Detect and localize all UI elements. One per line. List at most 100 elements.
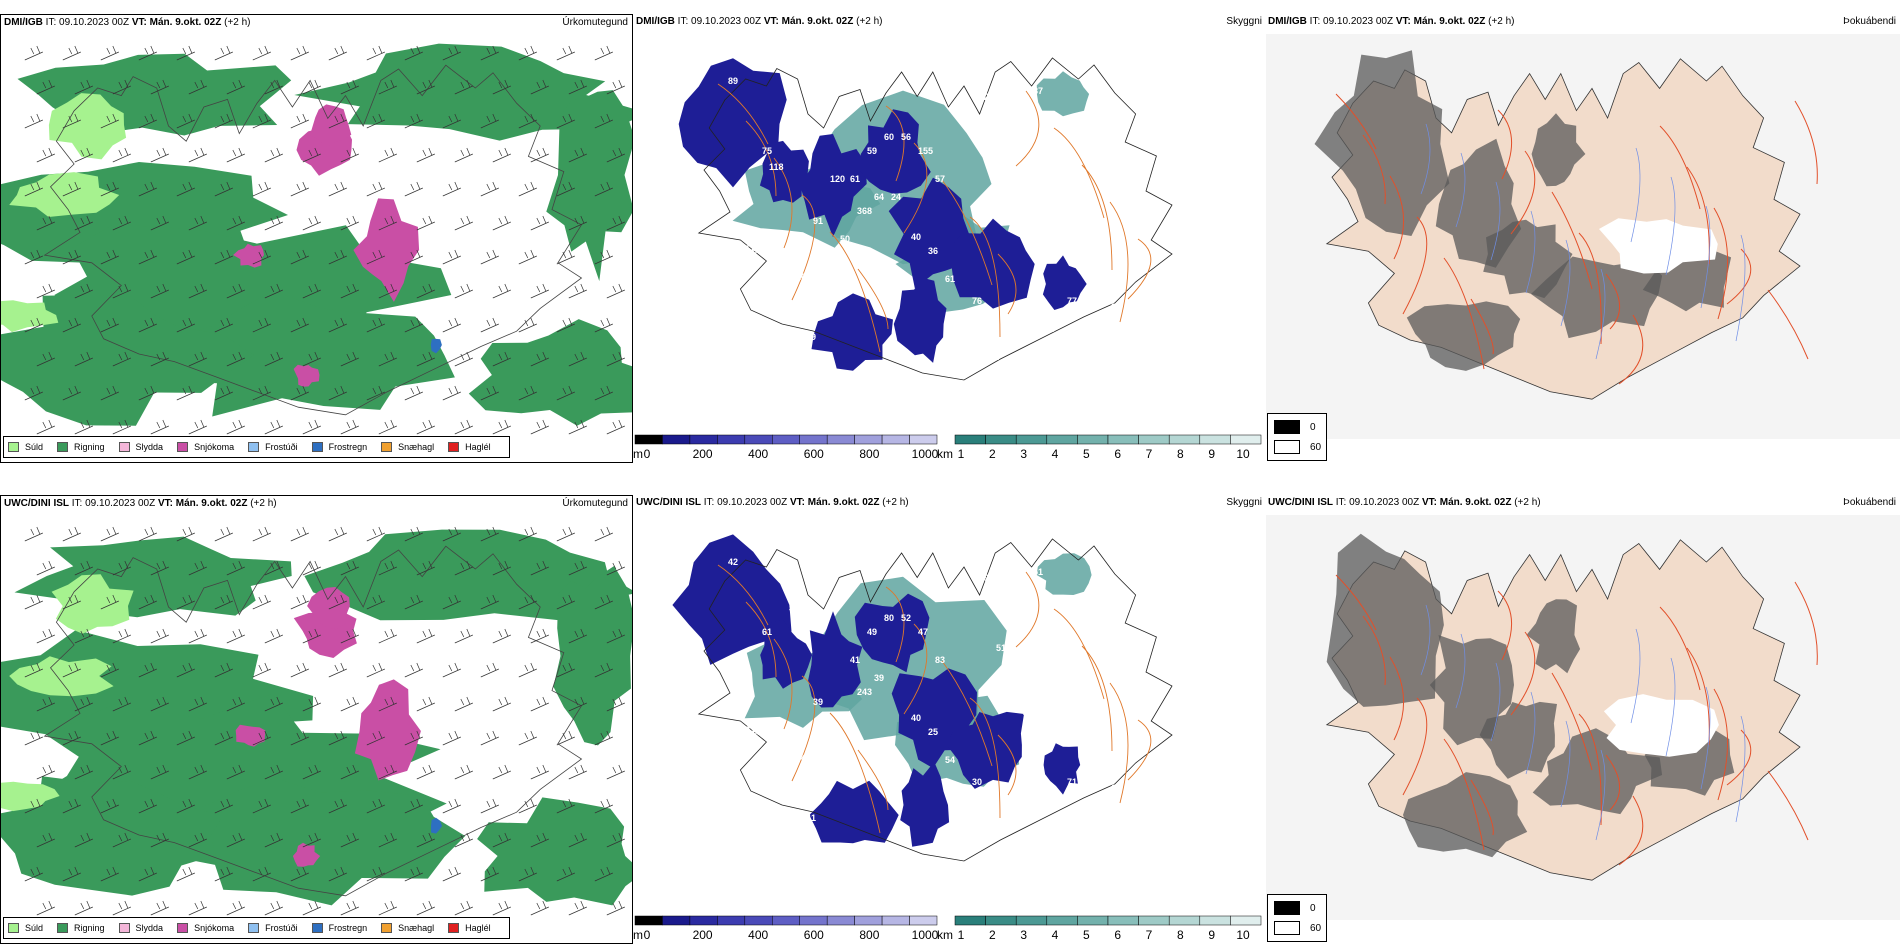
colorbar-tick: 3 (1020, 447, 1027, 461)
legend-item: Haglél (448, 923, 491, 933)
cloud-base-label: 47 (918, 627, 928, 637)
rain-area (140, 290, 455, 417)
colorbar-bin (1046, 434, 1078, 445)
colorbar-bin (772, 434, 800, 445)
cloud-base-label: 12 (1118, 156, 1128, 166)
cloud-base-label: 52 (901, 613, 911, 623)
panel-title: Skyggni (1226, 497, 1262, 508)
colorbar-tick: 10 (1236, 447, 1250, 461)
cloud-base-label: 134 (1084, 142, 1099, 152)
cloud-base-label: 59 (867, 146, 877, 156)
colorbar-tick: 1000 (912, 447, 939, 461)
fog-legend-label: 60 (1310, 441, 1322, 453)
cloud-low-area (672, 534, 792, 665)
cloud-base-label: 81 (989, 352, 999, 362)
cloud-base-label: 65 (1023, 226, 1033, 236)
legend-swatch (311, 442, 323, 452)
panel-title: Þokuábendi (1843, 497, 1896, 508)
legend-item: Frostregn (311, 442, 368, 452)
cloud-base-label: 54 (945, 755, 955, 765)
cloud-base-label: 76 (972, 296, 982, 306)
colorbar-bin (1107, 915, 1139, 926)
cloud-low-area (678, 58, 787, 188)
rivers (1420, 123, 1746, 360)
legend-item: Frostúði (248, 923, 298, 933)
cloud-base-label: 44 (962, 316, 972, 326)
colorbar-tick: 200 (693, 928, 713, 942)
fog-area (1531, 113, 1586, 187)
cloud-base-label: 69 (1111, 783, 1121, 793)
cloud-base-label: 41 (1118, 637, 1128, 647)
precip-type-panel-top: DMI/IGB IT: 09.10.2023 00Z VT: Mán. 9.ok… (0, 14, 633, 463)
legend-swatch (57, 923, 69, 933)
colorbar-bin (799, 434, 828, 445)
legend-label: Haglél (465, 923, 491, 933)
legend-item: Frostregn (311, 923, 368, 933)
colorbar-tick: 8 (1177, 447, 1184, 461)
fog-indicator-panel-top: DMI/IGB IT: 09.10.2023 00Z VT: Mán. 9.ok… (1266, 14, 1900, 463)
glacier-area (1599, 218, 1718, 274)
coastline (697, 538, 1173, 862)
cloud-base-label: 80 (884, 613, 894, 623)
snow-area (235, 724, 266, 747)
cloud-base-label: 61 (850, 174, 860, 184)
colorbar-tick: 800 (859, 928, 879, 942)
precip-legend: Súld Rigning Slydda Snjókoma Frostúði Frostre… (3, 917, 510, 939)
colorbar-bin (854, 915, 883, 926)
cloud-low-area (859, 109, 931, 194)
colorbar-tick: 2 (989, 928, 996, 942)
cloud-base-label: 54 (789, 122, 799, 132)
legend-item: Snæhagl (381, 442, 434, 452)
colorbar-tick: 400 (748, 928, 768, 942)
cloud-map: 4236414030515733414925403869614580544971… (672, 534, 1173, 862)
drizzle-area (9, 656, 114, 697)
colorbar-tick: 600 (804, 928, 824, 942)
cloud-base-label: 222 (979, 92, 994, 102)
roads (1335, 574, 1818, 866)
legend-swatch (57, 442, 69, 452)
drizzle-area (48, 93, 127, 160)
cloud-base-label: 52 (1050, 184, 1060, 194)
cloud-base-label: 230 (735, 344, 750, 354)
colorbar-tick: 4 (1052, 447, 1059, 461)
cloud-base-label: 155 (918, 146, 933, 156)
cloud-base-label: 77 (1067, 296, 1077, 306)
cloud-base-label: 40 (911, 713, 921, 723)
colorbar-tick: 1 (958, 928, 965, 942)
snow-area (233, 243, 264, 268)
cloud-base-label: 120 (830, 174, 845, 184)
legend-item: Slydda (118, 442, 163, 452)
legend-item: Rigning (57, 923, 105, 933)
cloud-low-area (951, 218, 1035, 309)
cloud-base-label: 793 (1040, 324, 1055, 334)
cloud-base-label: 58 (840, 715, 850, 725)
cloud-base-label: 71 (1067, 777, 1077, 787)
colorbar-bin (881, 434, 910, 445)
fog-legend: 0 60 (1267, 894, 1327, 942)
panel-header: UWC/DINI ISL IT: 09.10.2023 00Z VT: Mán.… (4, 498, 628, 509)
cloud-base-label: 24 (891, 192, 901, 202)
fog-area (1403, 772, 1528, 858)
legend-label: Frostregn (328, 923, 368, 933)
legend-swatch (248, 442, 260, 452)
cloud-low-area (946, 711, 1024, 789)
snow-area (292, 842, 321, 867)
fog-legend-swatch (1274, 921, 1300, 935)
legend-swatch (448, 923, 460, 933)
colorbar-bin (881, 915, 910, 926)
legend-label: Súld (25, 442, 44, 452)
cloud-low-area (854, 593, 930, 673)
cloud-base-label: 64 (874, 192, 884, 202)
colorbar-bin (1015, 434, 1048, 445)
fog-legend-swatch (1274, 420, 1300, 434)
fog-map (1266, 34, 1900, 439)
cloud-base-label: 75 (762, 146, 772, 156)
colorbar-tick: 7 (1146, 928, 1153, 942)
cloud-base-label: 83 (935, 655, 945, 665)
colorbar-tick: 9 (1208, 928, 1215, 942)
legend-label: Frostregn (328, 442, 368, 452)
rain-area (304, 529, 632, 621)
colorbar-bin (1168, 434, 1201, 445)
fog-area (1406, 301, 1521, 371)
